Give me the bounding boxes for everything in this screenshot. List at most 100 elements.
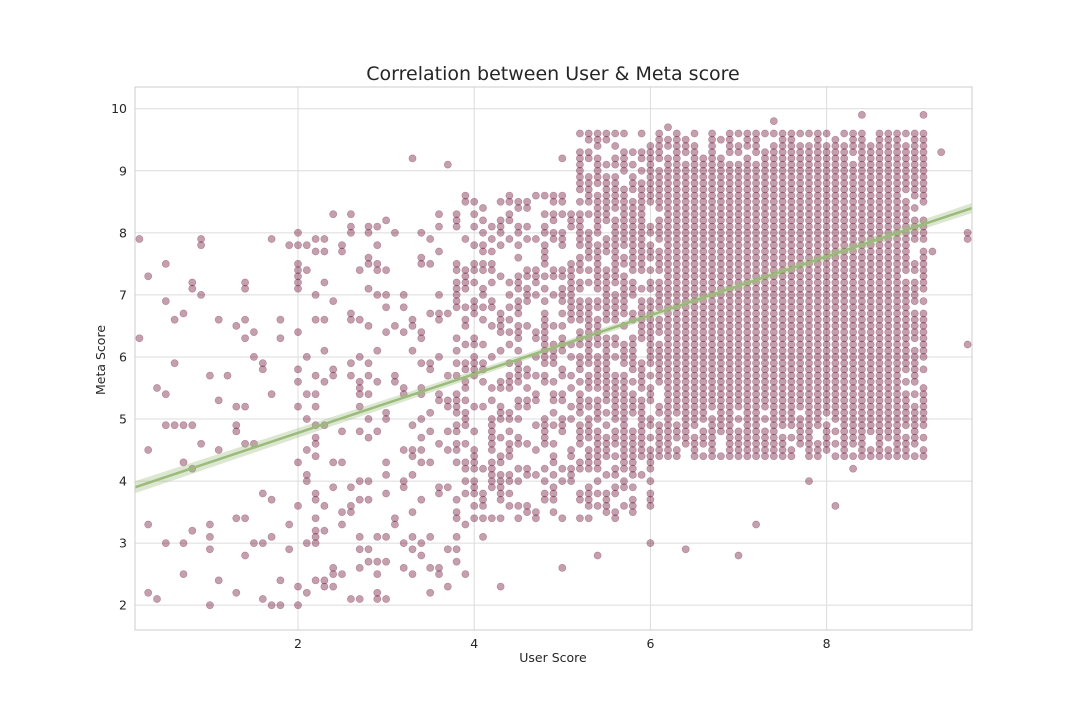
data-point (558, 297, 567, 305)
data-point (373, 346, 382, 355)
data-point (637, 365, 646, 374)
data-point (919, 191, 928, 200)
data-point (875, 290, 884, 299)
data-point (584, 452, 593, 461)
data-point (822, 290, 831, 299)
data-point (761, 166, 769, 175)
data-point (664, 321, 672, 330)
data-point (822, 427, 831, 436)
data-point (875, 427, 884, 436)
data-point (558, 477, 567, 485)
data-point (311, 402, 320, 411)
data-point (452, 495, 461, 504)
data-point (725, 297, 734, 305)
data-point (717, 173, 725, 181)
data-point (734, 179, 743, 188)
data-point (910, 142, 919, 150)
data-point (849, 390, 857, 399)
data-point (919, 266, 928, 274)
data-point (840, 384, 849, 392)
data-point (479, 489, 487, 498)
data-point (708, 148, 716, 157)
data-point (849, 222, 857, 231)
data-point (426, 365, 435, 374)
data-point (831, 396, 840, 405)
data-point (761, 396, 769, 405)
data-point (796, 160, 805, 169)
data-point (540, 309, 549, 318)
data-point (426, 359, 435, 368)
data-point (813, 160, 822, 169)
data-point (884, 290, 893, 299)
data-point (849, 408, 857, 417)
data-point (584, 514, 593, 523)
data-point (708, 272, 716, 281)
data-point (320, 526, 329, 535)
data-point (752, 334, 760, 343)
data-point (910, 452, 919, 461)
data-point (919, 315, 928, 324)
data-point (778, 446, 787, 454)
data-point (593, 439, 602, 448)
data-point (276, 576, 285, 585)
data-point (664, 235, 672, 243)
data-point (761, 315, 769, 324)
data-point (734, 241, 743, 250)
data-point (514, 514, 523, 523)
data-point (479, 533, 487, 541)
data-point (849, 228, 857, 237)
data-point (646, 421, 655, 430)
data-point (664, 371, 672, 380)
data-point (549, 377, 558, 386)
data-point (602, 290, 611, 299)
data-point (479, 216, 487, 225)
data-point (540, 495, 549, 504)
data-point (910, 421, 919, 430)
data-point (646, 359, 655, 368)
data-point (452, 303, 461, 312)
data-point (496, 241, 505, 250)
data-point (769, 235, 778, 243)
data-point (452, 533, 461, 541)
data-point (840, 266, 849, 274)
data-point (205, 601, 214, 610)
data-point (611, 470, 620, 479)
data-point (576, 427, 584, 436)
data-point (858, 173, 866, 181)
data-point (796, 415, 805, 423)
data-point (514, 284, 523, 293)
data-point (593, 427, 602, 436)
data-point (664, 173, 672, 181)
data-point (523, 204, 531, 212)
data-point (884, 135, 893, 144)
data-point (761, 371, 769, 380)
data-point (910, 228, 919, 237)
data-point (214, 315, 223, 324)
data-point (796, 315, 805, 324)
data-point (725, 185, 734, 194)
data-point (593, 334, 602, 343)
data-point (769, 297, 778, 305)
data-point (479, 402, 487, 411)
data-point (858, 421, 866, 430)
data-point (311, 452, 320, 461)
data-point (523, 321, 531, 330)
data-point (628, 396, 637, 405)
data-point (840, 204, 849, 212)
data-point (390, 321, 399, 330)
data-point (576, 266, 584, 274)
data-point (769, 433, 778, 442)
data-point (875, 396, 884, 405)
data-point (734, 129, 743, 138)
data-point (734, 173, 743, 181)
data-point (602, 489, 611, 498)
data-point (787, 315, 796, 324)
data-point (144, 520, 153, 529)
data-point (725, 129, 734, 138)
data-point (743, 216, 752, 225)
data-point (725, 415, 734, 423)
data-point (769, 204, 778, 212)
data-point (805, 365, 813, 374)
data-point (769, 346, 778, 355)
data-point (294, 328, 302, 336)
